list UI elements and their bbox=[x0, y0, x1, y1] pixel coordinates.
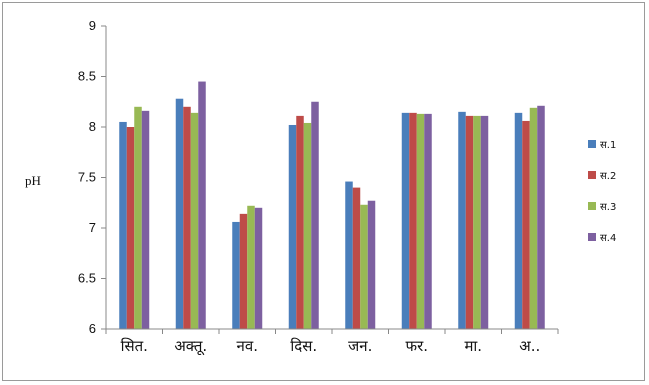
bar bbox=[352, 187, 361, 329]
x-category-label: सित. bbox=[121, 337, 148, 355]
bar bbox=[247, 205, 255, 329]
bar bbox=[424, 113, 432, 330]
bar bbox=[254, 207, 263, 329]
legend-label: स.1 bbox=[600, 140, 616, 151]
y-tick-label: 6.5 bbox=[78, 271, 96, 286]
bar bbox=[126, 127, 135, 329]
bar bbox=[360, 204, 368, 329]
x-category-label: फर. bbox=[406, 337, 428, 355]
bar bbox=[514, 112, 523, 329]
legend-swatch bbox=[588, 171, 596, 179]
chart-frame: 6 6.5 7 7.5 8 8.5 9 सित. अक्तू. नव. दिस. जन. फर. मा.… bbox=[2, 2, 645, 381]
bar bbox=[367, 200, 376, 329]
bar bbox=[119, 121, 127, 329]
y-tick-label: 7.5 bbox=[78, 170, 96, 185]
y-tick-label: 8 bbox=[89, 119, 96, 134]
y-tick-label: 9 bbox=[89, 18, 96, 33]
legend-label: स.3 bbox=[600, 202, 616, 213]
x-category-label: जन. bbox=[348, 337, 372, 355]
bar bbox=[141, 110, 150, 329]
bar bbox=[345, 181, 353, 329]
bars bbox=[119, 81, 545, 330]
bar bbox=[416, 113, 425, 330]
y-axis: 6 6.5 7 7.5 8 8.5 9 bbox=[78, 18, 107, 336]
bar bbox=[232, 221, 240, 329]
bar bbox=[303, 122, 312, 330]
x-category-label: अक्तू. bbox=[174, 337, 207, 356]
bar bbox=[409, 112, 417, 329]
legend-swatch bbox=[588, 140, 596, 148]
x-category-label: नव. bbox=[237, 337, 258, 355]
y-axis-title: pH bbox=[25, 173, 41, 188]
bar bbox=[190, 112, 199, 329]
bar bbox=[239, 213, 248, 329]
legend-label: स.2 bbox=[600, 171, 616, 182]
bar bbox=[480, 115, 489, 329]
bar bbox=[473, 115, 481, 329]
bar bbox=[458, 111, 466, 329]
bar bbox=[401, 112, 410, 329]
bar bbox=[537, 105, 545, 329]
bar bbox=[288, 124, 297, 329]
legend-swatch bbox=[588, 202, 596, 210]
x-axis: सित. अक्तू. नव. दिस. जन. फर. मा. अ.. bbox=[105, 328, 559, 356]
bar bbox=[198, 81, 206, 329]
legend-label: स.4 bbox=[600, 233, 616, 244]
x-category-label: मा. bbox=[464, 337, 482, 355]
bar-chart: 6 6.5 7 7.5 8 8.5 9 सित. अक्तू. नव. दिस. जन. फर. मा.… bbox=[25, 18, 616, 356]
y-tick-label: 8.5 bbox=[78, 69, 96, 84]
legend-swatch bbox=[588, 233, 596, 241]
bar bbox=[522, 120, 530, 329]
bar bbox=[183, 106, 191, 329]
bar bbox=[529, 107, 538, 329]
bar bbox=[296, 115, 304, 329]
y-tick-label: 6 bbox=[89, 321, 96, 336]
bar bbox=[175, 98, 184, 329]
bar bbox=[134, 106, 142, 329]
y-tick-label: 7 bbox=[89, 220, 96, 235]
legend: स.1 स.2 स.3 स.4 bbox=[588, 140, 616, 244]
x-category-label: दिस. bbox=[290, 337, 317, 355]
bar bbox=[465, 115, 474, 329]
x-category-label: अ.. bbox=[519, 337, 540, 355]
bar bbox=[311, 101, 319, 329]
